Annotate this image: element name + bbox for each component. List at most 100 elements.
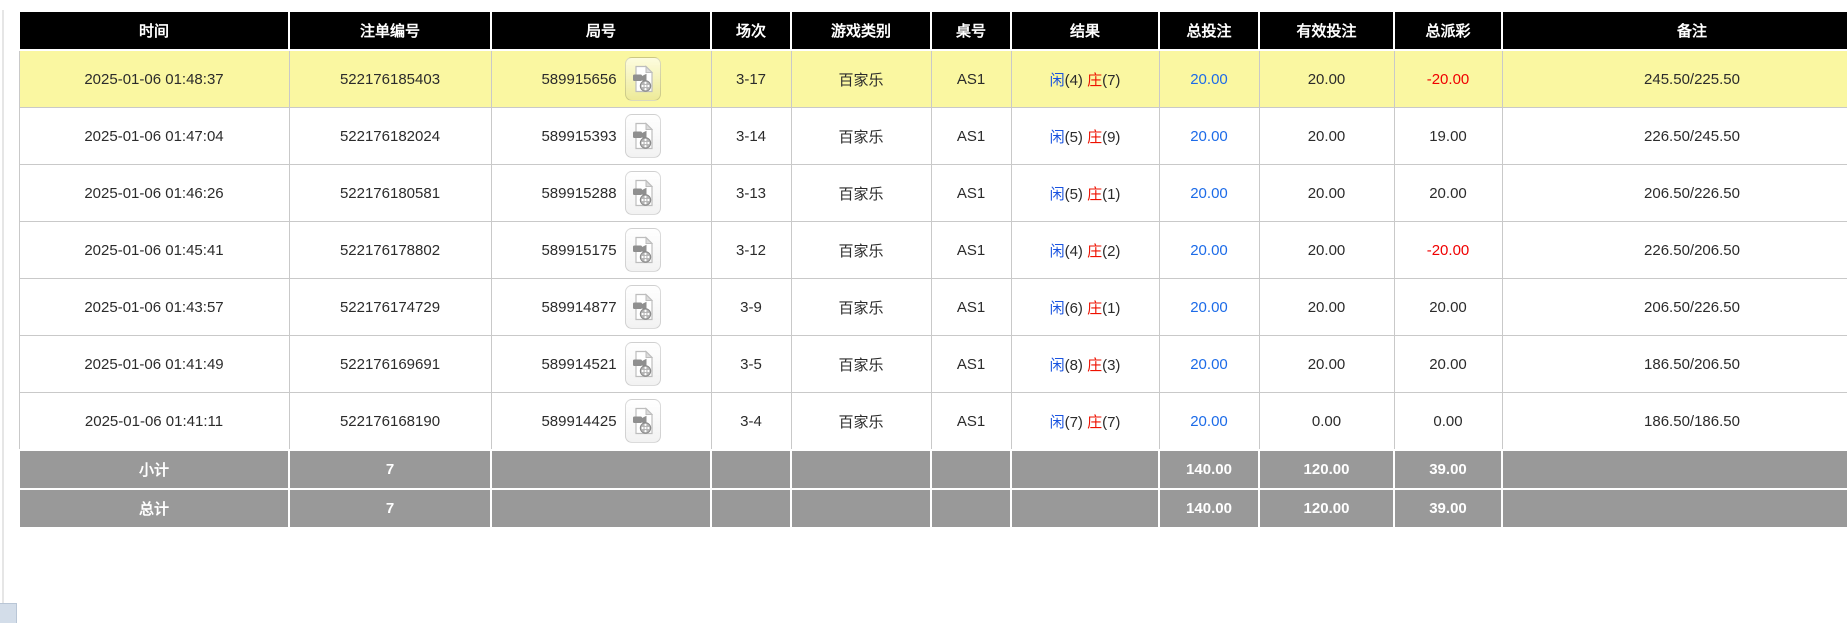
total-bet-cell: 20.00	[1158, 392, 1260, 451]
header-row: 时间 注单编号 局号 场次 游戏类别 桌号 结果 总投注 有效投注 总派彩 备注	[18, 10, 1847, 51]
result-player-value: (4)	[1064, 242, 1088, 260]
video-replay-button[interactable]	[624, 285, 661, 329]
time-cell: 2025-01-06 01:45:41	[18, 221, 290, 279]
result-banker-label: 庄	[1087, 185, 1103, 203]
video-replay-button[interactable]	[624, 114, 661, 158]
result-banker-label: 庄	[1087, 71, 1103, 89]
result-player-label: 闲	[1049, 413, 1065, 431]
round-id-text: 589915288	[541, 184, 617, 202]
column-header-time: 时间	[18, 10, 290, 51]
table-row: 2025-01-06 01:43:57 522176174729 589914877…	[18, 278, 1847, 336]
video-replay-button[interactable]	[624, 399, 661, 443]
payout-value: -20.00	[1426, 70, 1470, 88]
result-player-value: (5)	[1064, 128, 1088, 146]
summary-total-bet-cell: 140.00	[1158, 449, 1260, 490]
result-player-value: (5)	[1064, 185, 1088, 203]
session-cell: 3-12	[710, 221, 792, 279]
total-bet-link[interactable]: 20.00	[1190, 298, 1228, 316]
video-replay-button[interactable]	[624, 57, 661, 101]
result-banker-value: (1)	[1102, 299, 1121, 317]
bet-id-cell: 522176182024	[288, 107, 492, 165]
video-replay-icon	[632, 407, 653, 435]
round-id-cell: 589915175	[490, 221, 712, 279]
summary-payout-cell: 39.00	[1393, 488, 1503, 529]
bet-id-cell: 522176180581	[288, 164, 492, 222]
total-bet-link[interactable]: 20.00	[1190, 184, 1228, 202]
result-cell: 闲(6) 庄(1)	[1010, 278, 1160, 336]
remark-cell: 245.50/225.50	[1501, 49, 1847, 108]
table-id-cell: AS1	[930, 164, 1012, 222]
valid-bet-cell: 20.00	[1258, 107, 1395, 165]
result-player-label: 闲	[1049, 242, 1065, 260]
summary-valid-bet-cell: 120.00	[1258, 449, 1395, 490]
round-id-cell: 589914521	[490, 335, 712, 393]
total-bet-link[interactable]: 20.00	[1190, 241, 1228, 259]
result-banker-value: (7)	[1102, 413, 1121, 431]
round-id-cell: 589915288	[490, 164, 712, 222]
summary-empty-result	[1010, 449, 1160, 490]
session-cell: 3-13	[710, 164, 792, 222]
round-id-wrap: 589915175	[496, 228, 707, 272]
table-id-cell: AS1	[930, 221, 1012, 279]
result-player-label: 闲	[1049, 299, 1065, 317]
round-id-text: 589915656	[541, 70, 617, 88]
table-row: 2025-01-06 01:45:41 522176178802 589915175…	[18, 221, 1847, 279]
grand-total-row: 总计 7 140.00 120.00 39.00	[18, 488, 1847, 529]
column-header-bet_id: 注单编号	[288, 10, 492, 51]
payout-cell: 0.00	[1393, 392, 1503, 451]
column-header-valid_bet: 有效投注	[1258, 10, 1395, 51]
total-bet-link[interactable]: 20.00	[1190, 412, 1228, 430]
game-type-cell: 百家乐	[790, 278, 932, 336]
table-id-cell: AS1	[930, 335, 1012, 393]
video-replay-button[interactable]	[624, 228, 661, 272]
round-id-text: 589914877	[541, 298, 617, 316]
session-cell: 3-4	[710, 392, 792, 451]
result-cell: 闲(8) 庄(3)	[1010, 335, 1160, 393]
round-id-text: 589914521	[541, 355, 617, 373]
result-cell: 闲(4) 庄(7)	[1010, 49, 1160, 108]
bet-id-cell: 522176168190	[288, 392, 492, 451]
payout-value: 0.00	[1433, 412, 1463, 430]
time-cell: 2025-01-06 01:41:11	[18, 392, 290, 451]
column-header-payout: 总派彩	[1393, 10, 1503, 51]
round-id-wrap: 589915288	[496, 171, 707, 215]
round-id-cell: 589915656	[490, 49, 712, 108]
total-bet-cell: 20.00	[1158, 221, 1260, 279]
payout-cell: 19.00	[1393, 107, 1503, 165]
result-banker-value: (1)	[1102, 185, 1121, 203]
round-id-text: 589915393	[541, 127, 617, 145]
payout-cell: 20.00	[1393, 278, 1503, 336]
payout-value: 19.00	[1429, 127, 1467, 145]
summary-empty-session	[710, 488, 792, 529]
summary-empty-game	[790, 488, 932, 529]
remark-cell: 186.50/186.50	[1501, 392, 1847, 451]
total-bet-link[interactable]: 20.00	[1190, 355, 1228, 373]
game-type-cell: 百家乐	[790, 335, 932, 393]
result-banker-value: (7)	[1102, 71, 1121, 89]
video-replay-button[interactable]	[624, 171, 661, 215]
result-banker-label: 庄	[1087, 242, 1103, 260]
bet-history-table: 时间 注单编号 局号 场次 游戏类别 桌号 结果 总投注 有效投注 总派彩 备注 2025-01-0…	[18, 10, 1847, 529]
table-row: 2025-01-06 01:47:04 522176182024 589915393…	[18, 107, 1847, 165]
remark-cell: 226.50/245.50	[1501, 107, 1847, 165]
valid-bet-cell: 20.00	[1258, 49, 1395, 108]
remark-cell: 186.50/206.50	[1501, 335, 1847, 393]
remark-cell: 226.50/206.50	[1501, 221, 1847, 279]
table-id-cell: AS1	[930, 278, 1012, 336]
valid-bet-cell: 20.00	[1258, 278, 1395, 336]
result-player-label: 闲	[1049, 356, 1065, 374]
result-banker-value: (2)	[1102, 242, 1121, 260]
total-bet-link[interactable]: 20.00	[1190, 70, 1228, 88]
round-id-wrap: 589914877	[496, 285, 707, 329]
round-id-cell: 589914425	[490, 392, 712, 451]
round-id-wrap: 589915656	[496, 57, 707, 101]
result-player-value: (7)	[1064, 413, 1088, 431]
bet-id-cell: 522176169691	[288, 335, 492, 393]
summary-count-cell: 7	[288, 488, 492, 529]
summary-empty-result	[1010, 488, 1160, 529]
video-replay-button[interactable]	[624, 342, 661, 386]
page-left-border	[2, 10, 4, 623]
total-bet-link[interactable]: 20.00	[1190, 127, 1228, 145]
total-bet-cell: 20.00	[1158, 164, 1260, 222]
result-player-label: 闲	[1049, 128, 1065, 146]
